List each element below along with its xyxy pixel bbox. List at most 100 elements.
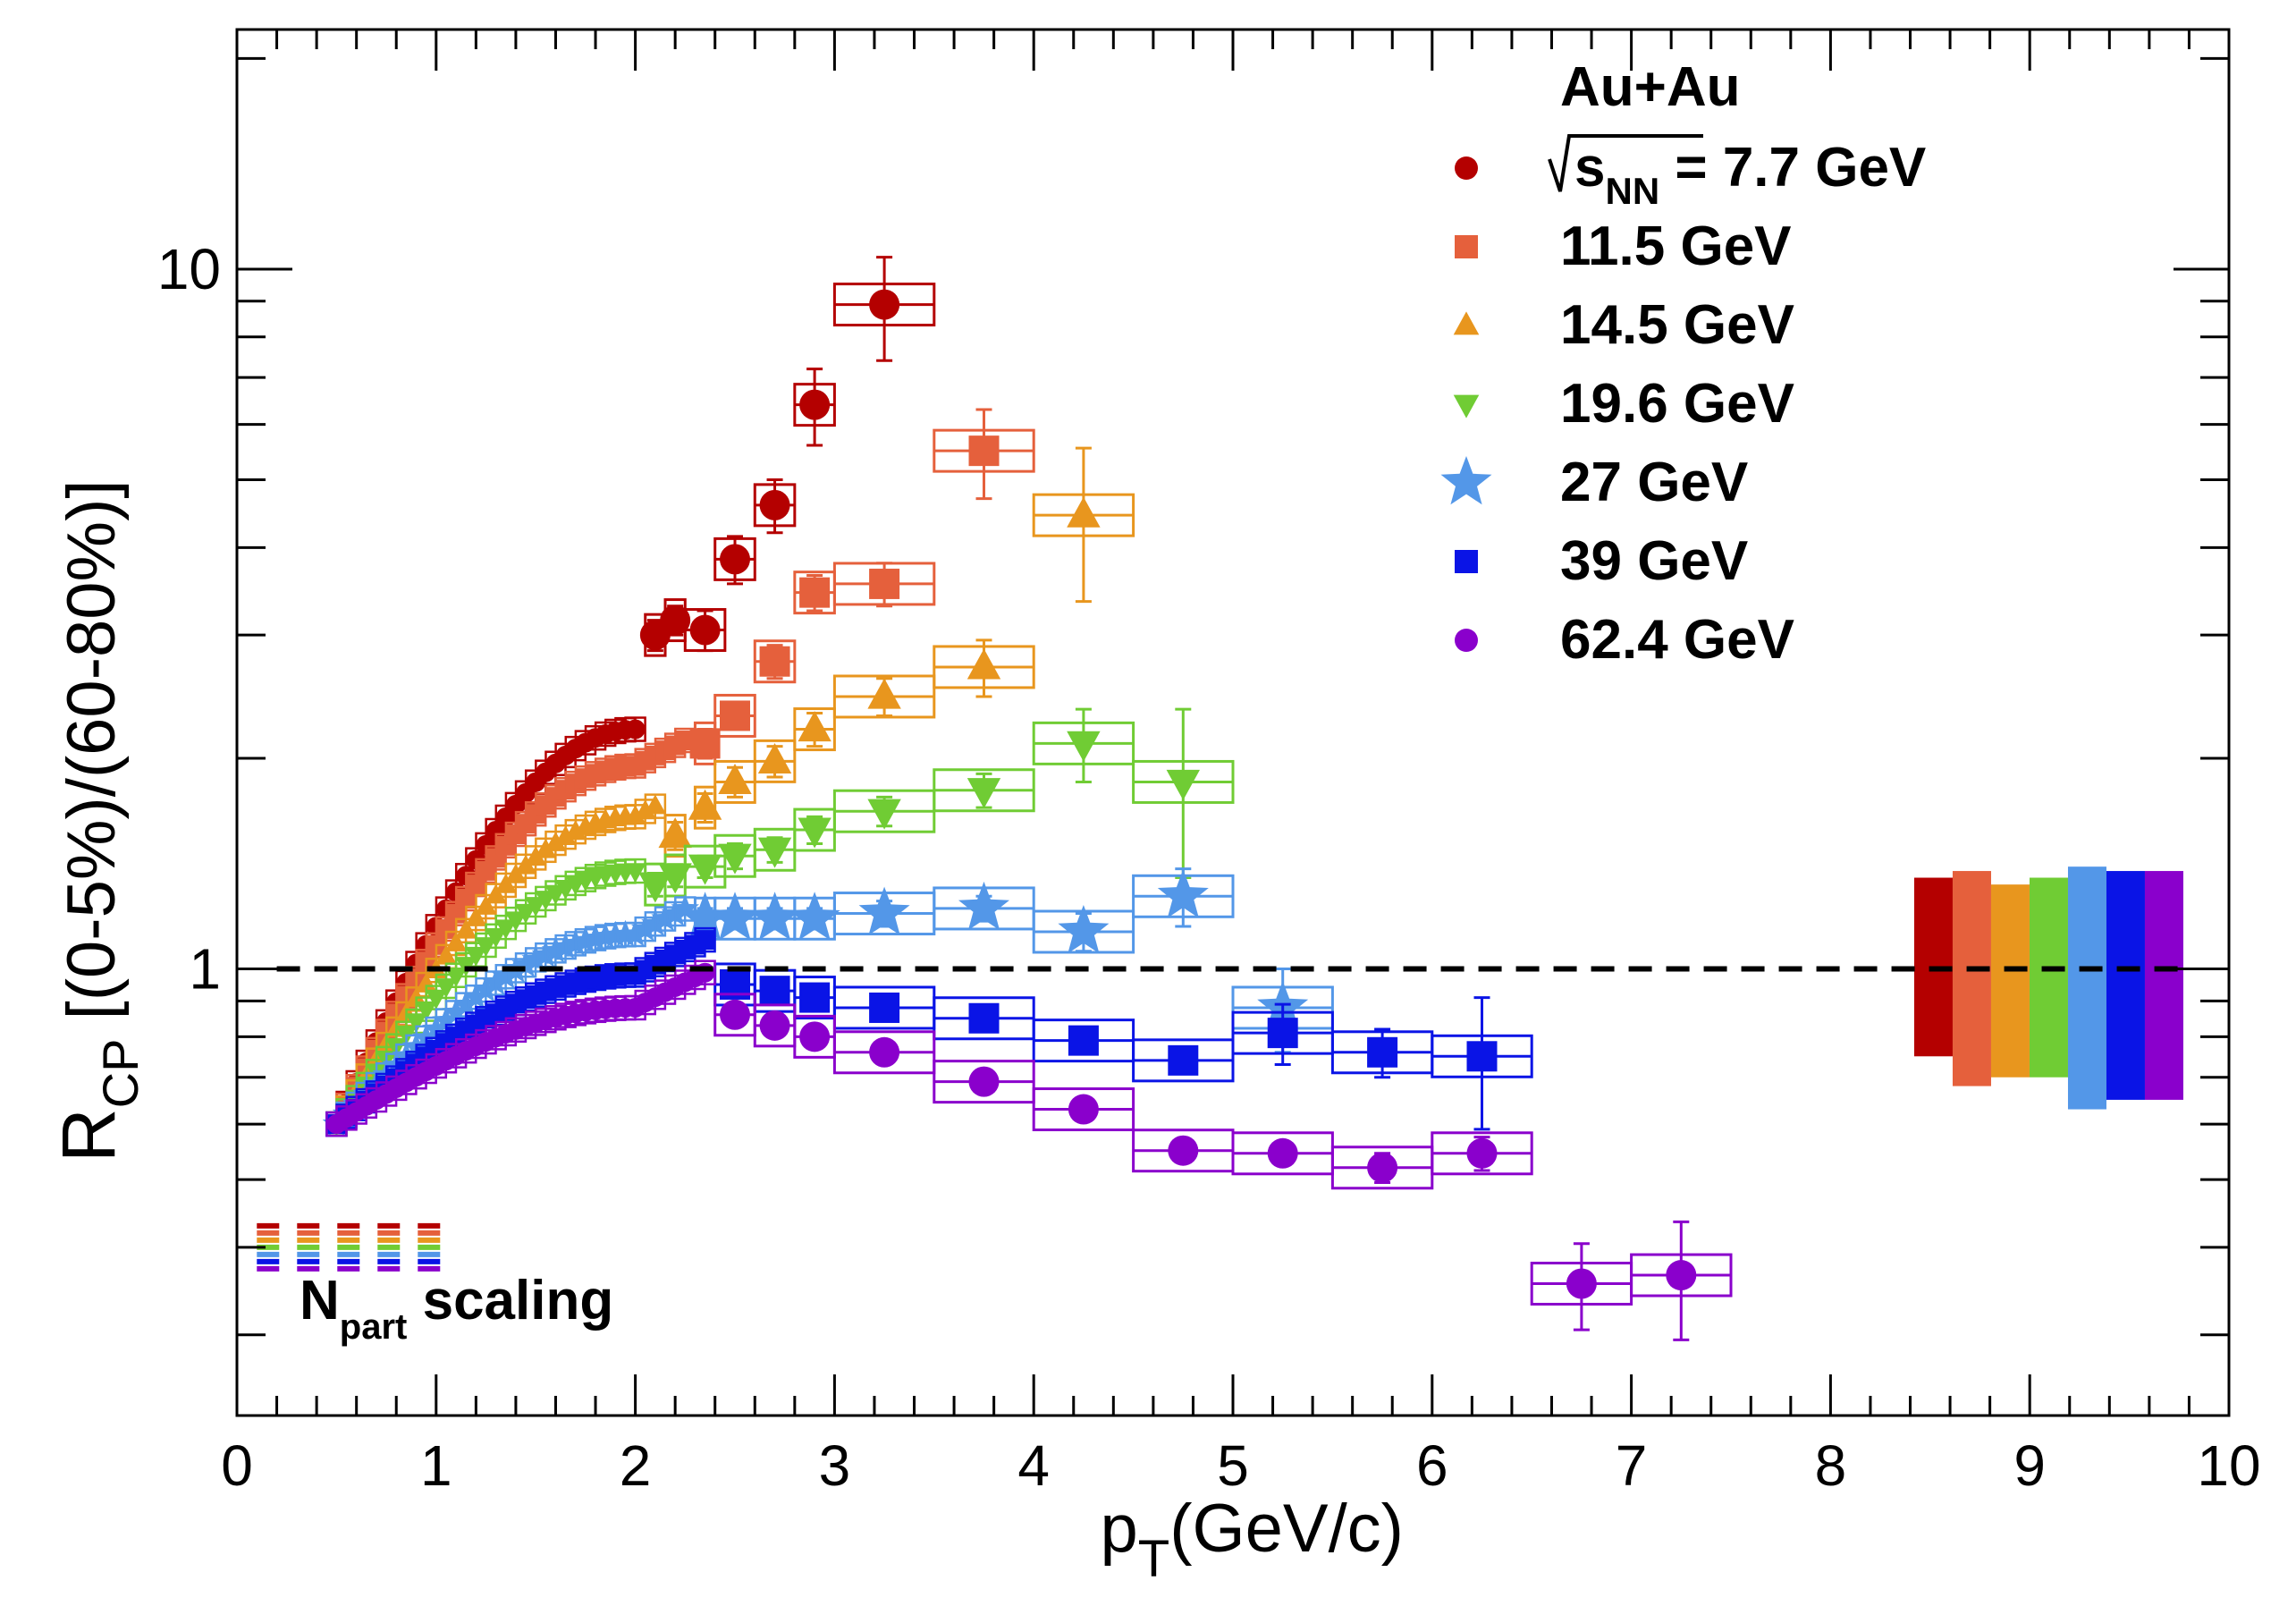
legend-marker — [1455, 629, 1478, 652]
data-point — [425, 989, 447, 1010]
data-point — [1466, 1041, 1498, 1072]
data-point — [695, 962, 715, 983]
data-point — [658, 863, 692, 894]
x-title-main: p — [1100, 1491, 1137, 1567]
data-point — [709, 892, 761, 941]
data-point — [688, 789, 722, 820]
legend-marker — [1453, 394, 1480, 418]
data-point — [625, 719, 646, 740]
data-point — [1168, 1135, 1199, 1166]
data-point — [1666, 1260, 1697, 1291]
data-layer — [257, 256, 2183, 1341]
y-axis-title: RCP [(0-5%)/(60-80%)] — [46, 479, 148, 1162]
data-point — [967, 778, 1001, 809]
y-tick-label: 10 — [157, 237, 221, 301]
x-title-rest: (GeV/c) — [1169, 1491, 1404, 1567]
data-point — [415, 1001, 437, 1021]
x-tick-label: 0 — [221, 1433, 253, 1498]
data-point — [1168, 1044, 1199, 1076]
x-title-sub: T — [1138, 1530, 1169, 1588]
data-point — [671, 894, 699, 921]
x-tick-label: 9 — [2013, 1433, 2046, 1498]
data-point — [485, 820, 506, 841]
data-point — [867, 678, 901, 709]
data-point — [867, 799, 901, 830]
data-point — [968, 435, 1000, 467]
series-39-gev — [257, 871, 2145, 1264]
data-point — [1367, 1036, 1398, 1068]
data-point — [799, 389, 831, 420]
sqrt-symbol — [1548, 134, 1703, 192]
npart-main: N — [300, 1270, 340, 1331]
data-point — [869, 992, 900, 1023]
data-point — [1466, 1137, 1498, 1169]
data-point — [638, 872, 672, 903]
data-point — [644, 794, 666, 815]
data-point — [869, 289, 900, 320]
data-point — [1367, 1152, 1398, 1183]
data-point — [749, 892, 801, 941]
data-point — [720, 700, 750, 731]
norm-band — [1990, 884, 2030, 1078]
x-tick-label: 5 — [1217, 1433, 1249, 1498]
data-point — [688, 854, 722, 885]
legend-label: 39 GeV — [1560, 530, 1748, 592]
norm-band — [1952, 871, 1991, 1086]
legend-label: 27 GeV — [1560, 452, 1748, 513]
legend-label: 62.4 GeV — [1560, 609, 1794, 671]
data-point — [757, 742, 792, 773]
y-title-sub: CP — [92, 1039, 148, 1109]
data-point — [660, 604, 691, 636]
data-point — [1267, 1018, 1298, 1049]
data-point — [1058, 905, 1110, 954]
series-62-4-gev — [257, 871, 2183, 1341]
data-point — [759, 489, 790, 520]
data-point — [658, 817, 692, 849]
y-title-main: R — [46, 1108, 131, 1162]
data-point — [1067, 731, 1101, 762]
data-point — [799, 982, 831, 1013]
x-tick-label: 6 — [1416, 1433, 1448, 1498]
data-point — [799, 577, 831, 608]
data-point — [799, 1021, 831, 1052]
data-point — [757, 837, 792, 868]
legend-label: 11.5 GeV — [1560, 216, 1792, 277]
data-point — [695, 930, 715, 951]
legend-label: 19.6 GeV — [1560, 373, 1794, 435]
data-point — [1157, 869, 1209, 918]
npart-sub: part — [340, 1307, 408, 1347]
data-point — [798, 817, 831, 849]
data-point — [1267, 1137, 1298, 1169]
data-point — [689, 614, 721, 646]
legend-energy-sub: NN — [1605, 170, 1659, 212]
data-point — [968, 1002, 1000, 1034]
data-point — [720, 544, 750, 575]
x-axis-title: pT(GeV/c) — [1100, 1491, 1404, 1588]
legend-system: Au+Au — [1560, 56, 1741, 118]
data-point — [680, 892, 731, 941]
legend-marker — [1440, 456, 1492, 505]
legend-energy-prefix: s — [1574, 137, 1605, 199]
x-tick-label: 2 — [620, 1433, 652, 1498]
legend-label: sNN = 7.7 GeV — [1574, 137, 1926, 212]
norm-band — [2144, 871, 2183, 1100]
data-point — [405, 1013, 427, 1034]
data-point — [759, 1010, 790, 1041]
npart-label: Npart scaling — [300, 1270, 613, 1347]
data-point — [624, 863, 646, 883]
data-point — [720, 999, 750, 1030]
legend-marker — [1455, 550, 1478, 573]
series-14-5-gev — [257, 446, 2030, 1243]
x-tick-label: 3 — [819, 1433, 851, 1498]
x-tick-label: 7 — [1616, 1433, 1648, 1498]
data-point — [967, 648, 1001, 680]
data-point — [718, 764, 752, 795]
axes-layer: 0 1 2 3 4 5 6 7 8 9 10 1 10 pT(GeV/c) RCP [(0-5%)/(60-… — [46, 28, 2261, 1588]
data-point — [958, 881, 1009, 931]
data-point — [435, 978, 458, 999]
data-point — [858, 886, 910, 935]
norm-band — [2106, 871, 2145, 1100]
